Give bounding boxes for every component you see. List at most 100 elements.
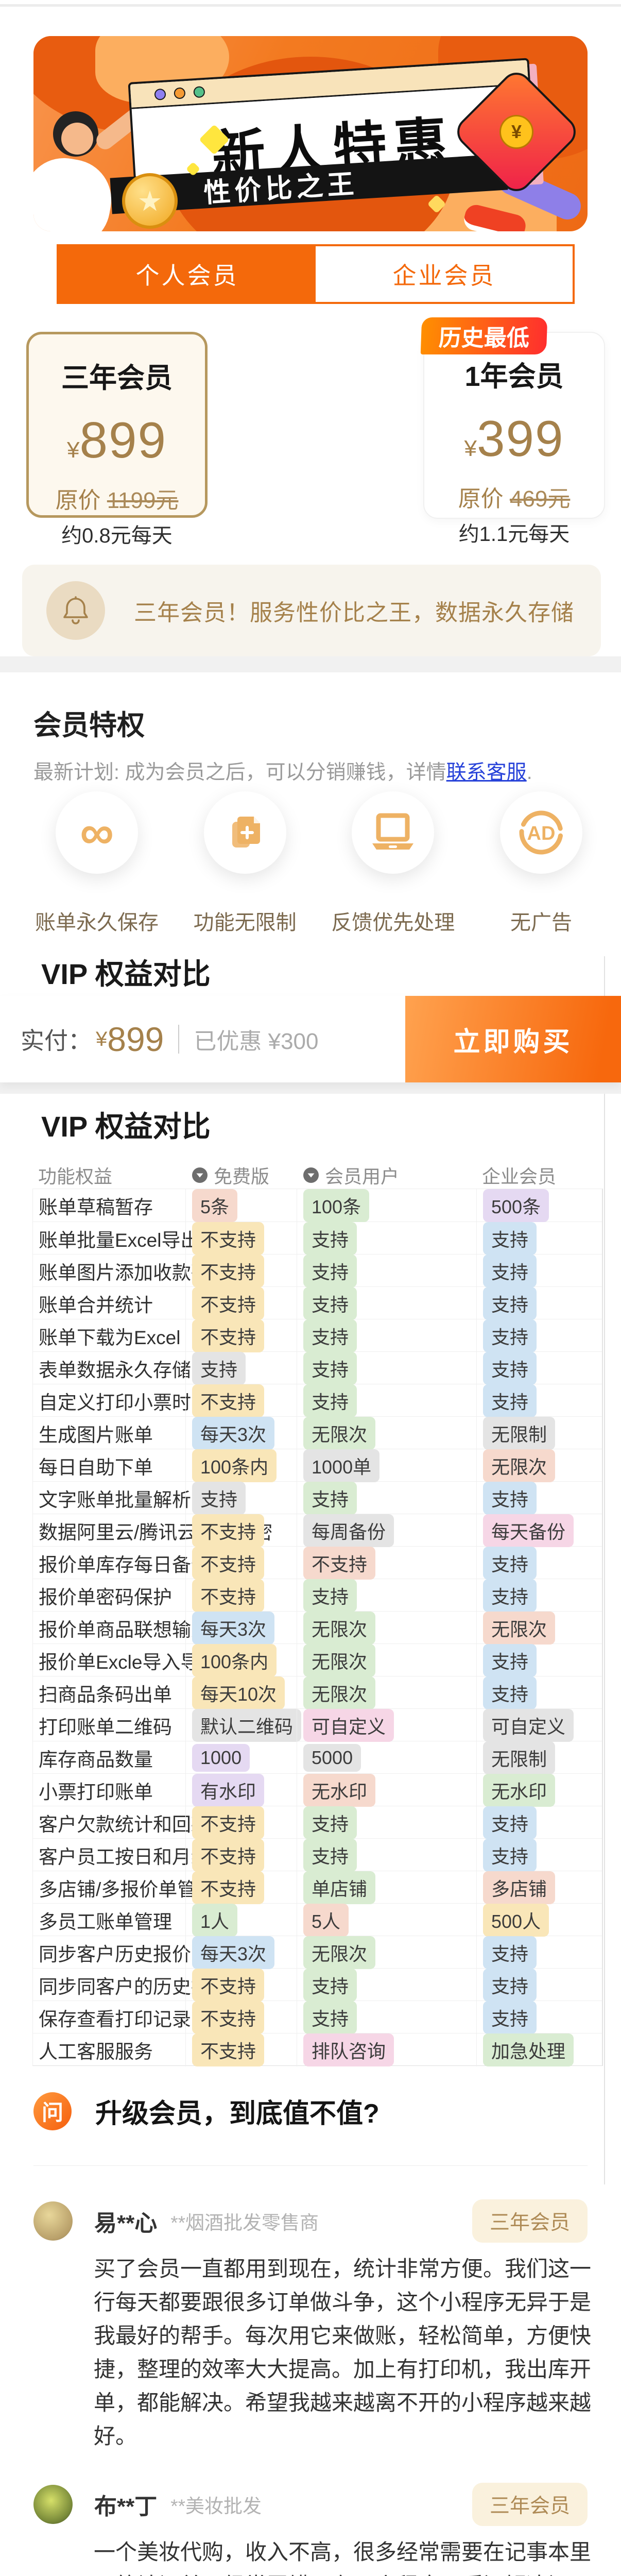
feature-name: 小票打印账单: [39, 1782, 153, 1803]
privileges-subtitle: 最新计划: 成为会员之后，可以分销赚钱，详情联系客服.: [33, 756, 588, 785]
free-plan-cell: 不支持: [185, 1287, 297, 1320]
pay-amount: 899: [107, 1020, 164, 1058]
table-row: 客户欠款统计和回款 不支持 支持 支持: [33, 1806, 602, 1839]
table-row: 文字账单批量解析 支持 支持 支持: [33, 1481, 603, 1515]
gold-coin-icon: ★: [122, 173, 178, 229]
reviews-list: 易**心 **烟酒批发零售商 三年会员 买了会员一直都用到现在，统计非常方便。我…: [0, 2199, 621, 2576]
value-badge: 支持: [303, 2001, 357, 2034]
enterprise-plan-cell: 支持: [476, 1676, 603, 1709]
table-row: 同步客户历史报价 每天3次 无限次 支持: [33, 1936, 602, 1969]
member-plan-cell: 无限次: [297, 1612, 476, 1645]
enterprise-plan-cell: 支持: [476, 1352, 603, 1385]
value-badge: 无限制: [483, 1417, 556, 1450]
free-plan-cell: 每天3次: [185, 1417, 297, 1450]
value-badge: 支持: [483, 1222, 537, 1255]
member-plan-cell: 支持: [297, 1352, 476, 1385]
enterprise-plan-cell: 支持: [476, 1482, 603, 1515]
value-badge: 不支持: [192, 1514, 265, 1547]
value-badge: 支持: [303, 1319, 357, 1352]
member-plan-cell: 1000单: [297, 1449, 476, 1482]
privileges-section: 会员特权 最新计划: 成为会员之后，可以分销赚钱，详情联系客服. ∞ 账单永久保…: [0, 702, 621, 936]
dropdown-icon[interactable]: [191, 1166, 209, 1184]
member-plan-cell: 5人: [297, 1904, 476, 1937]
value-badge: 支持: [303, 1806, 357, 1839]
value-badge: 有水印: [192, 1774, 265, 1807]
original-price-label: 原价: [55, 488, 101, 513]
value-badge: 不支持: [192, 1871, 265, 1904]
privilege-label: 账单永久保存: [35, 911, 159, 934]
member-plan-cell: 无限次: [297, 1676, 476, 1709]
value-badge: 每周备份: [303, 1514, 394, 1547]
member-plan-cell: 支持: [297, 1319, 476, 1352]
buy-now-button[interactable]: 立即购买: [405, 996, 621, 1082]
pay-label: 实付：: [21, 1027, 92, 1054]
review-text: 买了会员一直都用到现在，统计非常方便。我们这一行每天都要跟很多订单做斗争，这个小…: [94, 2257, 592, 2448]
table-row: 数据阿里云/腾讯云双云加密 不支持 每周备份 每天备份: [33, 1514, 603, 1547]
membership-tabs: 个人会员 企业会员: [57, 244, 575, 304]
table-row: 小票打印账单 有水印 无水印 无水印: [33, 1773, 602, 1807]
member-plan-cell: 支持: [297, 1255, 476, 1287]
value-badge: 支持: [303, 1352, 357, 1385]
value-badge: 不支持: [192, 1287, 265, 1320]
enterprise-plan-cell: 无限次: [476, 1612, 603, 1645]
feature-name: 生成图片账单: [39, 1425, 153, 1446]
value-badge: 支持: [303, 1839, 357, 1872]
compare-table-body: 账单草稿暂存 5条 100条 500条 账单批量Excel导出 不支持 支持 支…: [32, 1189, 603, 2066]
value-badge: 支持: [303, 1222, 357, 1255]
plan-card-3year[interactable]: 三年会员 ¥ 899 原价 1199元 约0.8元每天: [26, 332, 208, 547]
value-badge: 可自定义: [303, 1709, 394, 1742]
value-badge: 支持: [303, 1384, 357, 1417]
enterprise-plan-cell: 支持: [476, 1384, 603, 1417]
contact-support-link[interactable]: 联系客服: [446, 761, 527, 784]
enterprise-plan-cell: 每天备份: [476, 1514, 603, 1547]
notice-bar: 三年会员！服务性价比之王，数据永久存储: [22, 565, 601, 656]
value-badge: 每天3次: [192, 1612, 275, 1645]
member-plan-cell: 支持: [297, 1287, 476, 1320]
plan-card-1year[interactable]: 1年会员 ¥ 399 原价 469元 约1.1元每天: [423, 332, 605, 546]
member-plan-cell: 支持: [297, 1806, 476, 1839]
value-badge: 支持: [483, 1936, 537, 1969]
vip-compare-title-behind: VIP 权益对比: [41, 958, 211, 990]
table-row: 多店铺/多报价单管理 不支持 单店铺 多店铺: [33, 1871, 602, 1904]
value-badge: 无限次: [303, 1936, 376, 1969]
promo-banner[interactable]: 新人特惠 性价比之王 ★ ¥: [33, 36, 588, 231]
free-plan-cell: 不支持: [185, 1319, 297, 1352]
avatar: [33, 2485, 73, 2524]
review-item: 易**心 **烟酒批发零售商 三年会员 买了会员一直都用到现在，统计非常方便。我…: [33, 2199, 591, 2453]
price-value: 399: [476, 410, 564, 467]
no-ad-icon: AD: [499, 791, 582, 874]
free-plan-cell: 不支持: [185, 2033, 297, 2066]
value-badge: 支持: [483, 1287, 537, 1320]
tab-personal-member[interactable]: 个人会员: [59, 246, 316, 302]
feature-name: 数据阿里云/腾讯云双云加密: [39, 1522, 273, 1543]
value-badge: 无限制: [483, 1741, 556, 1774]
original-price-value: 1199元: [107, 488, 179, 513]
free-plan-cell: 不支持: [185, 1969, 297, 2002]
window-dot-icon: [154, 88, 166, 100]
member-plan-cell: 支持: [297, 1579, 476, 1612]
svg-text:AD: AD: [527, 823, 556, 844]
value-badge: 500条: [483, 1189, 549, 1222]
feature-name: 自定义打印小票时间: [39, 1392, 210, 1413]
member-plan-cell: 不支持: [297, 1547, 476, 1580]
original-price: 原价 469元: [458, 480, 571, 513]
value-badge: 不支持: [192, 1222, 265, 1255]
value-badge: 支持: [483, 1547, 537, 1580]
vip-compare-section: VIP 权益对比 功能权益 免费版 会员用户 企业会员 账单草稿暂存 5条 10…: [0, 956, 621, 2184]
subtitle-text: 最新计划: 成为会员之后，可以分销赚钱，详情: [33, 761, 446, 784]
member-plan-cell: 每周备份: [297, 1514, 476, 1547]
enterprise-plan-cell: 可自定义: [476, 1709, 603, 1742]
window-dot-icon: [174, 87, 186, 99]
member-plan-cell: 5000: [297, 1741, 476, 1774]
original-price-label: 原价: [458, 486, 504, 512]
free-plan-cell: 100条内: [185, 1644, 297, 1677]
value-badge: 不支持: [192, 1547, 265, 1580]
enterprise-plan-cell: 支持: [476, 1319, 603, 1352]
table-row: 保存查看打印记录 不支持 支持 支持: [33, 2001, 602, 2034]
feature-name: 表单数据永久存储: [39, 1360, 191, 1381]
tab-enterprise-member[interactable]: 企业会员: [316, 246, 573, 302]
plan-price: ¥ 899: [67, 411, 167, 469]
dropdown-icon[interactable]: [302, 1166, 320, 1184]
privileges-title: 会员特权: [33, 710, 145, 741]
section-divider: [0, 1082, 621, 1094]
